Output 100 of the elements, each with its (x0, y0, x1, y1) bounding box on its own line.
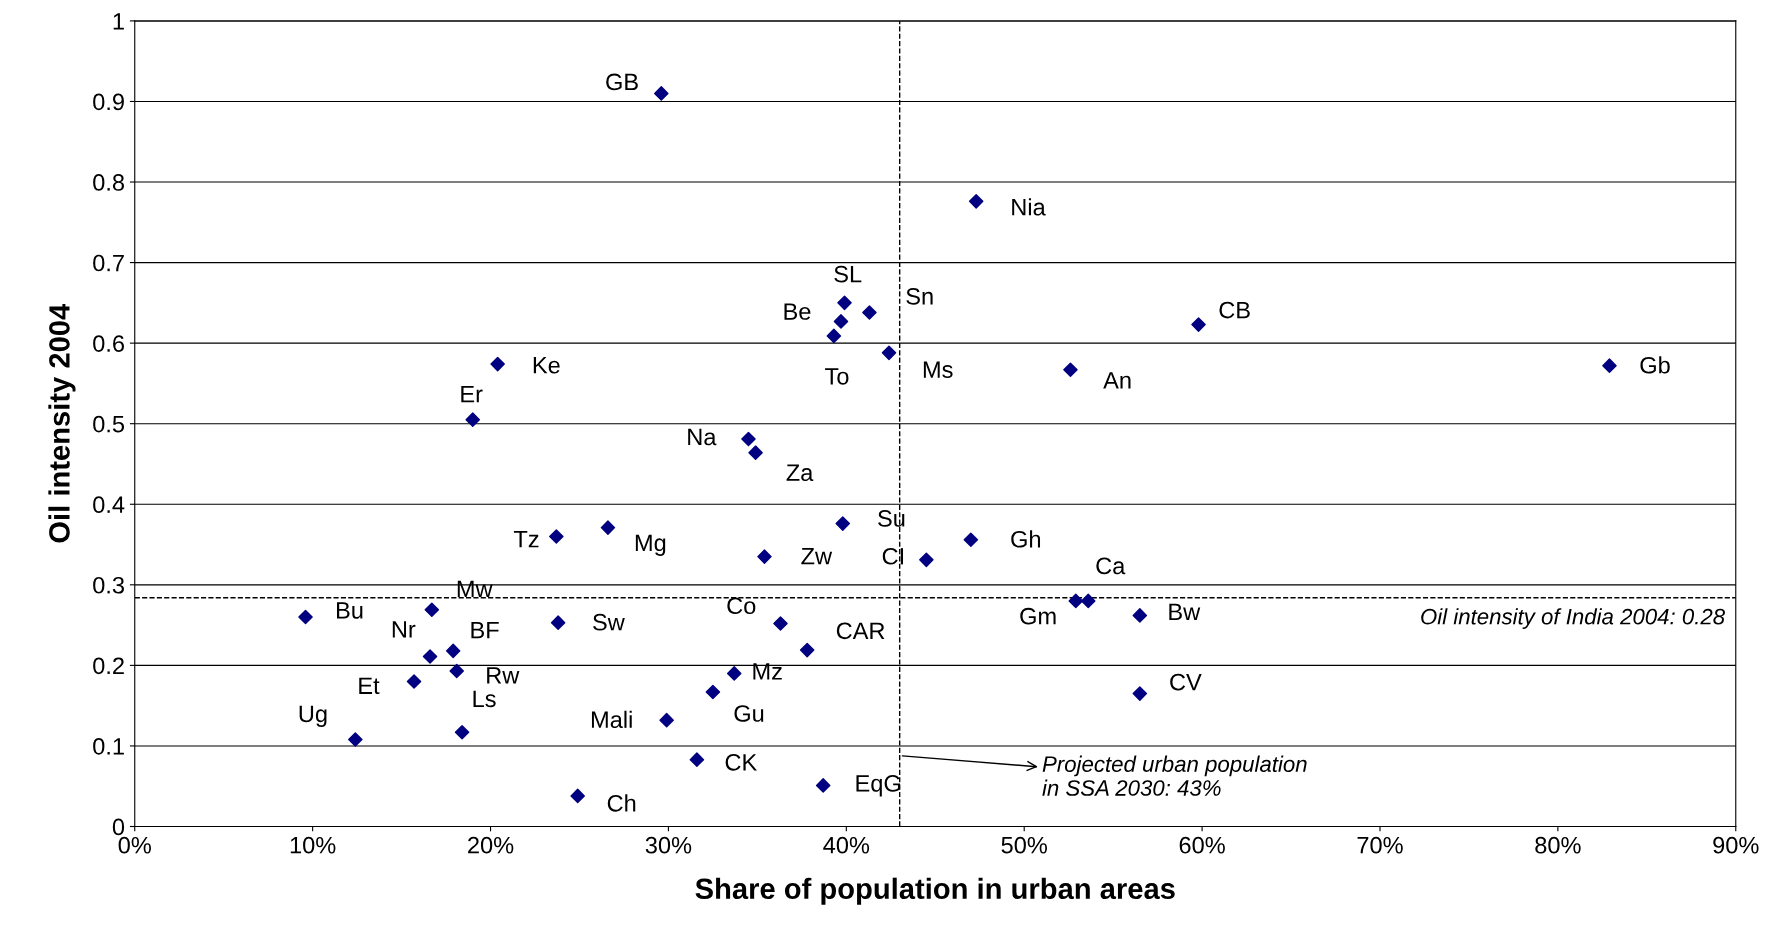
ref-line-label: Oil intensity of India 2004: 0.28 (1421, 608, 1725, 629)
annotation: SL (834, 265, 862, 283)
y-tick-label: 0.3 (93, 576, 124, 594)
annotation: CV (1170, 673, 1202, 691)
x-tick-label: 80% (1535, 836, 1581, 854)
point (490, 356, 505, 372)
point (881, 345, 897, 361)
y-tick-label: 0.1 (93, 738, 124, 755)
point (826, 328, 842, 344)
annotation: Bu (336, 602, 363, 619)
annotation: Na (688, 428, 717, 446)
annotation: Ch (607, 794, 636, 812)
annotation: Et (359, 677, 380, 695)
annotation: Ls (473, 690, 496, 708)
x-tick-label: 90% (1713, 836, 1759, 854)
annotation: BF (471, 621, 499, 639)
annotation: Ug (299, 705, 327, 727)
x-tick-label: 60% (1179, 836, 1225, 854)
annotation: Za (786, 464, 814, 482)
x-tick-label: 70% (1357, 836, 1403, 854)
annotation: Ms (923, 361, 953, 378)
annotation: Be (784, 303, 811, 320)
annotation: CK (725, 753, 757, 771)
annotation: Nr (392, 621, 416, 638)
annotation: An (1103, 372, 1131, 389)
x-tick-label: 30% (645, 836, 692, 854)
point (757, 549, 772, 564)
x-tick-label: 10% (290, 836, 336, 854)
point (1602, 358, 1617, 373)
y-tick-label: 0.8 (93, 174, 124, 191)
annotation: Gm (1020, 607, 1056, 625)
annotation: Mali (591, 710, 632, 729)
y-tick-label: 0.2 (93, 657, 124, 675)
point (919, 552, 934, 568)
y-tick-label: 0.5 (93, 415, 125, 433)
annotation: Ca (1096, 557, 1126, 575)
point (659, 712, 674, 728)
point (449, 663, 465, 679)
annotation: Gu (734, 705, 764, 722)
point (773, 616, 788, 631)
point (406, 674, 422, 689)
point (748, 445, 763, 460)
annotation: Mz (753, 663, 782, 680)
annotation: Sn (906, 288, 933, 305)
annotation: GB (606, 73, 638, 91)
annotation: Nia (1012, 198, 1046, 216)
annotation: CAR (836, 622, 885, 640)
point (1191, 317, 1206, 332)
point (726, 666, 742, 681)
point (454, 724, 470, 740)
annotation: Rw (487, 667, 520, 684)
annotation: To (825, 368, 849, 385)
annotation: CB (1219, 301, 1250, 319)
point (465, 412, 481, 427)
annotation: EqG (856, 775, 901, 797)
annotation: Su (878, 510, 905, 527)
point (1063, 362, 1078, 378)
point (689, 752, 705, 767)
x-tick-label: 20% (468, 836, 514, 854)
point (1080, 593, 1096, 609)
annotation: Bw (1169, 603, 1201, 620)
point (837, 295, 852, 311)
x-axis-title: Share of population in urban areas (695, 877, 1175, 905)
y-tick-label: 1 (113, 13, 124, 30)
point (1132, 608, 1148, 623)
point (815, 778, 831, 793)
point (968, 194, 984, 209)
point (570, 788, 585, 804)
y-tick-label: 0.6 (93, 335, 124, 352)
point (862, 305, 877, 320)
point (549, 529, 564, 544)
point (1132, 686, 1148, 701)
annotation: Mg (635, 534, 666, 556)
y-axis-title: Oil intensity 2004 (48, 303, 76, 543)
point (963, 532, 979, 547)
annotation: Sw (593, 613, 625, 631)
annotation: Gb (1640, 356, 1670, 374)
x-tick-label: 0% (118, 836, 151, 854)
point (600, 520, 616, 535)
point (424, 602, 440, 618)
annotation: Zw (801, 548, 833, 565)
point (835, 516, 851, 531)
point (550, 615, 566, 630)
point (348, 732, 363, 747)
point (422, 649, 438, 664)
ref-line-label: Projected urban population in SSA 2030: 43% (1042, 755, 1307, 796)
annotation: Er (461, 385, 483, 403)
point (445, 643, 461, 659)
annotation: Co (727, 597, 756, 615)
annotation: Gh (1011, 530, 1041, 548)
annotation: Ke (533, 357, 560, 374)
annotation: Mw (457, 580, 493, 598)
y-tick-label: 0.4 (93, 496, 125, 514)
point (705, 684, 721, 700)
point (741, 431, 756, 447)
y-tick-label: 0 (112, 818, 125, 836)
annotation: CI (882, 547, 904, 565)
x-tick-label: 40% (823, 836, 870, 854)
point (298, 609, 313, 625)
point (1068, 593, 1084, 609)
